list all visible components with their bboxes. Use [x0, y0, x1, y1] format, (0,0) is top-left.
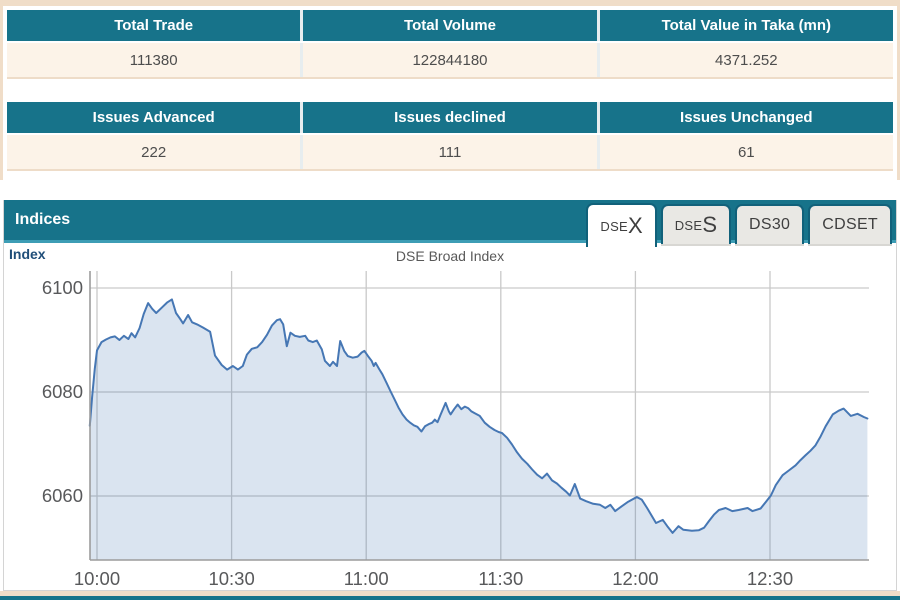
indices-title: Indices: [15, 211, 71, 228]
tab-cdset[interactable]: CDSET: [808, 204, 892, 244]
tab-dsex[interactable]: DSE X: [586, 203, 657, 247]
tab-dses[interactable]: DSE S: [660, 204, 732, 244]
trade-summary-value-row: 111380 122844180 4371.252: [7, 41, 893, 79]
issues-advanced-header: Issues Advanced: [7, 102, 304, 133]
indices-header-bar: Indices DSE X DSE S DS30 CDSET: [4, 200, 896, 247]
tab-ds30-label: DS30: [749, 216, 791, 233]
bottom-teal-strip: [0, 596, 900, 600]
trade-summary-table: Total Trade Total Volume Total Value in …: [7, 10, 893, 79]
issues-unchanged-header: Issues Unchanged: [599, 102, 893, 133]
issues-unchanged-value: 61: [599, 135, 893, 169]
chart-title: DSE Broad Index: [395, 248, 505, 264]
left-frame-strip: [0, 0, 3, 180]
tab-dsex-suffix: X: [628, 213, 643, 238]
issues-declined-header: Issues declined: [303, 102, 600, 133]
tab-ds30[interactable]: DS30: [735, 204, 805, 244]
trade-summary-header-row: Total Trade Total Volume Total Value in …: [7, 10, 893, 41]
total-value-header: Total Value in Taka (mn): [599, 10, 893, 41]
issues-declined-value: 111: [303, 135, 600, 169]
index-axis-label: Index: [9, 246, 46, 262]
tab-dses-prefix: DSE: [674, 217, 703, 233]
chart-caption-row: Index DSE Broad Index: [4, 243, 896, 267]
issues-summary-header-row: Issues Advanced Issues declined Issues U…: [7, 102, 893, 133]
tab-cdset-label: CDSET: [822, 216, 878, 233]
bottom-cream-strip: [0, 591, 900, 596]
issues-summary-value-row: 222 111 61: [7, 133, 893, 171]
issues-summary-table: Issues Advanced Issues declined Issues U…: [7, 102, 893, 171]
total-value-value: 4371.252: [599, 43, 893, 77]
tab-dses-suffix: S: [702, 212, 718, 237]
total-trade-header: Total Trade: [7, 10, 304, 41]
total-volume-header: Total Volume: [303, 10, 600, 41]
index-tabs: DSE X DSE S DS30 CDSET: [586, 203, 892, 247]
right-frame-strip: [897, 0, 900, 180]
tab-dsex-prefix: DSE: [600, 218, 629, 234]
total-volume-value: 122844180: [303, 43, 600, 77]
indices-panel: Indices DSE X DSE S DS30 CDSET Index DSE B…: [3, 200, 897, 591]
top-frame-strip: [0, 0, 900, 6]
total-trade-value: 111380: [7, 43, 304, 77]
issues-advanced-value: 222: [7, 135, 304, 169]
